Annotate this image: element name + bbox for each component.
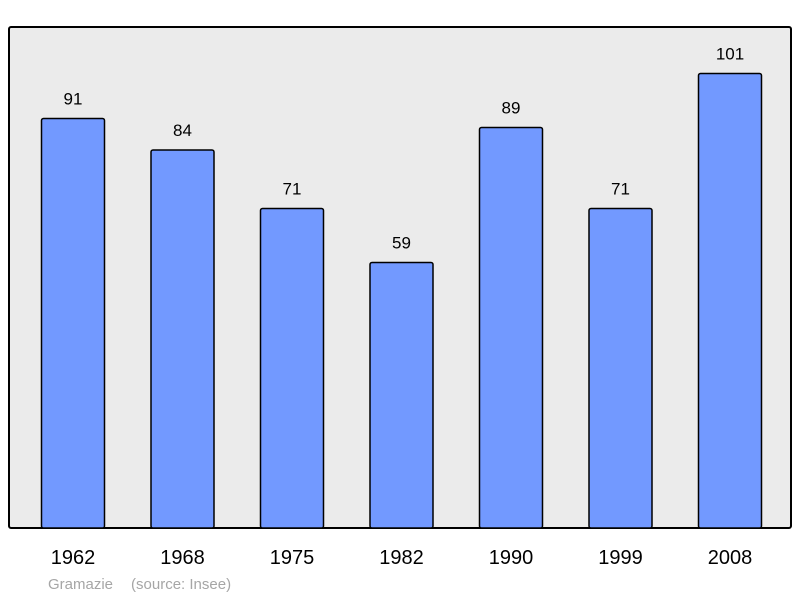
bar-2008 [697, 72, 763, 529]
bar-1962 [40, 117, 106, 529]
x-tick-labels-group: 1962 1968 1975 1982 1990 1999 2008 [51, 547, 753, 569]
chart-caption: Gramazie (source: Insee) [48, 576, 231, 593]
caption-source: (source: Insee) [131, 576, 232, 593]
x-tick-label-1999: 1999 [598, 547, 643, 569]
x-tick-label-1962: 1962 [51, 547, 96, 569]
value-label-1962: 91 [64, 90, 83, 109]
value-label-1982: 59 [392, 234, 411, 253]
x-tick-label-1982: 1982 [379, 547, 424, 569]
value-label-1975: 71 [283, 180, 302, 199]
x-tick-label-2008: 2008 [708, 547, 753, 569]
bars-group [40, 72, 763, 529]
x-tick-label-1968: 1968 [160, 547, 205, 569]
bar-1999 [588, 207, 653, 529]
bar-1990 [478, 126, 544, 529]
bar-1982 [369, 261, 434, 529]
x-tick-label-1975: 1975 [270, 547, 315, 569]
value-label-1990: 89 [502, 99, 521, 118]
value-label-2008: 101 [716, 45, 744, 64]
x-tick-label-1990: 1990 [489, 547, 534, 569]
bar-1968 [150, 149, 215, 529]
bar-1975 [259, 207, 325, 529]
value-labels-group: 91 84 71 59 89 71 101 [64, 45, 745, 253]
caption-author: Gramazie [48, 576, 114, 593]
value-label-1968: 84 [173, 121, 192, 140]
value-label-1999: 71 [611, 180, 630, 199]
